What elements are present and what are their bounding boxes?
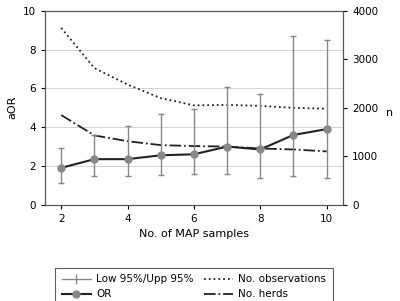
Y-axis label: n: n: [386, 108, 393, 118]
Legend: Low 95%/Upp 95%, OR, No. observations, No. herds: Low 95%/Upp 95%, OR, No. observations, N…: [55, 268, 332, 301]
X-axis label: No. of MAP samples: No. of MAP samples: [139, 229, 249, 239]
Y-axis label: aOR: aOR: [7, 96, 17, 119]
